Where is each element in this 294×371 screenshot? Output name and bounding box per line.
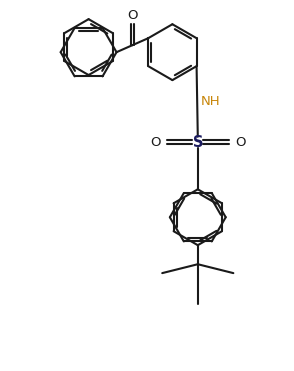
Text: NH: NH — [201, 95, 220, 108]
Text: O: O — [235, 136, 245, 149]
Text: O: O — [150, 136, 161, 149]
Text: O: O — [127, 9, 138, 22]
Text: S: S — [193, 135, 203, 150]
